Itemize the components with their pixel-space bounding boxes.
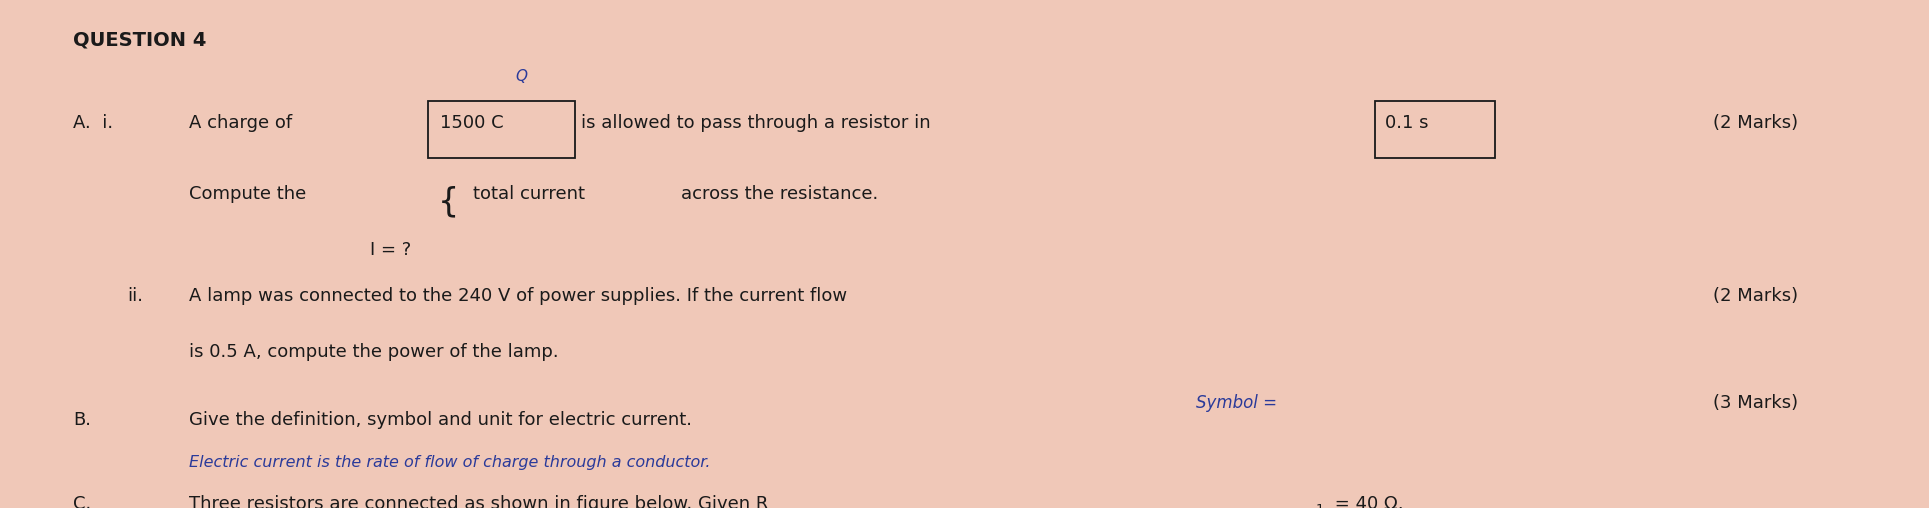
Text: (2 Marks): (2 Marks) — [1713, 287, 1798, 305]
Text: (2 Marks): (2 Marks) — [1713, 114, 1798, 132]
Text: C.: C. — [73, 495, 91, 508]
Text: Symbol =: Symbol = — [1196, 394, 1277, 411]
Text: {: { — [438, 185, 459, 218]
Text: 0.1 s: 0.1 s — [1385, 114, 1429, 132]
Text: (3 Marks): (3 Marks) — [1713, 394, 1798, 411]
Text: Give the definition, symbol and unit for electric current.: Give the definition, symbol and unit for… — [189, 411, 693, 429]
Text: Compute the: Compute the — [189, 185, 307, 203]
Text: QUESTION 4: QUESTION 4 — [73, 30, 206, 49]
Text: is allowed to pass through a resistor in: is allowed to pass through a resistor in — [581, 114, 930, 132]
Text: across the resistance.: across the resistance. — [681, 185, 878, 203]
Text: Electric current is the rate of flow of charge through a conductor.: Electric current is the rate of flow of … — [189, 455, 710, 470]
Text: B.: B. — [73, 411, 91, 429]
Text: total current: total current — [473, 185, 584, 203]
Text: I = ?: I = ? — [370, 241, 411, 259]
Text: A lamp was connected to the 240 V of power supplies. If the current flow: A lamp was connected to the 240 V of pow… — [189, 287, 847, 305]
Text: Three resistors are connected as shown in figure below. Given R: Three resistors are connected as shown i… — [189, 495, 768, 508]
Text: 1500 C: 1500 C — [440, 114, 503, 132]
Text: A charge of: A charge of — [189, 114, 291, 132]
Text: = 40 Ω,: = 40 Ω, — [1329, 495, 1404, 508]
Text: Q: Q — [515, 69, 527, 84]
Text: is 0.5 A, compute the power of the lamp.: is 0.5 A, compute the power of the lamp. — [189, 343, 559, 361]
Text: A.  i.: A. i. — [73, 114, 114, 132]
Text: ii.: ii. — [127, 287, 143, 305]
Text: 1: 1 — [1316, 503, 1323, 508]
